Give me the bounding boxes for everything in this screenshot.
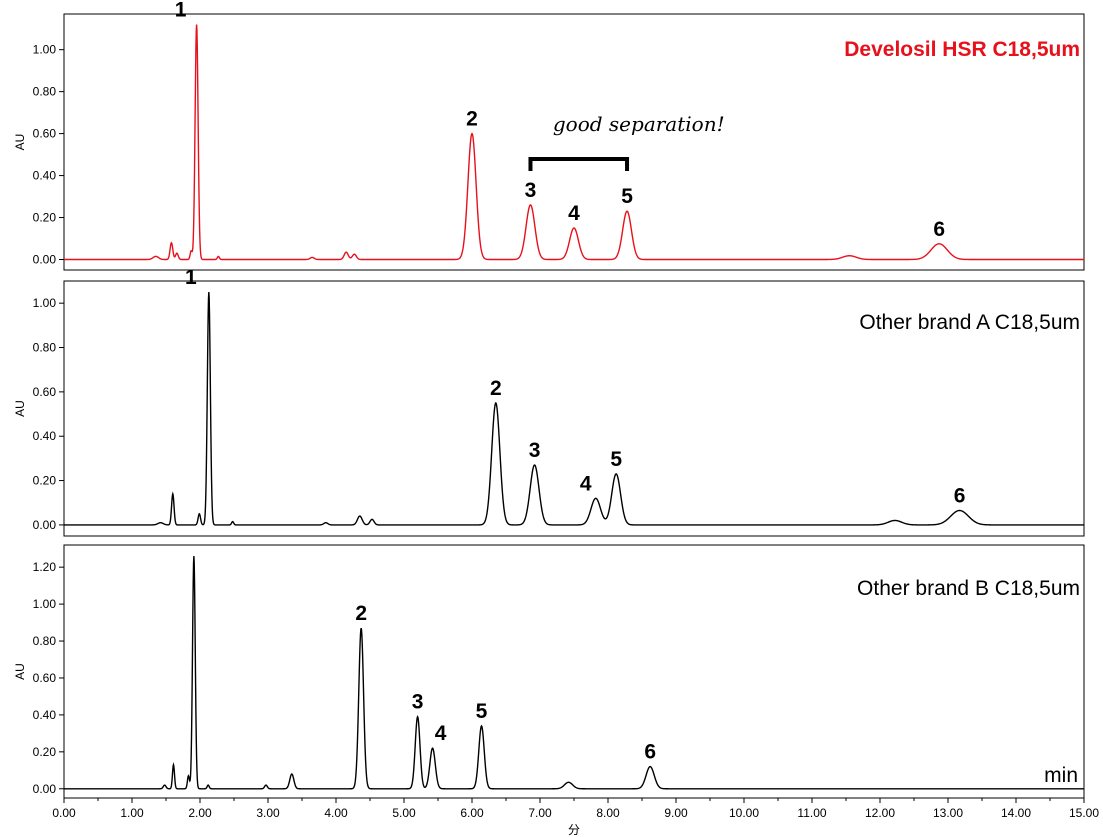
- y-tick-label: 0.80: [33, 85, 57, 99]
- x-tick-label: 2.00: [188, 806, 212, 820]
- y-tick-label: 1.20: [33, 560, 57, 574]
- x-tick-label: 8.00: [596, 806, 620, 820]
- peak-label: 6: [644, 741, 656, 764]
- y-tick-label: 0.60: [33, 127, 57, 141]
- peak-label: 2: [490, 377, 502, 400]
- chromatogram-trace: [64, 556, 1084, 790]
- peak-label: 3: [412, 691, 424, 714]
- chromatogram-trace: [64, 24, 1084, 261]
- x-unit-label: min: [1044, 764, 1078, 787]
- peak-label: 5: [476, 700, 488, 723]
- y-tick-label: 0.80: [33, 634, 57, 648]
- column-name-label: Other brand B C18,5um: [857, 577, 1080, 600]
- y-tick-label: 0.80: [33, 341, 57, 355]
- x-tick-label: 10.00: [729, 806, 759, 820]
- separation-annotation: good separation!: [553, 112, 725, 136]
- y-tick-label: 0.60: [33, 671, 57, 685]
- separation-bracket: [528, 157, 630, 171]
- x-tick-label: 15.00: [1069, 806, 1099, 820]
- x-tick-label: 5.00: [392, 806, 416, 820]
- peak-label: 1: [185, 266, 197, 289]
- y-tick-label: 1.00: [33, 296, 57, 310]
- y-tick-label: 1.00: [33, 43, 57, 57]
- y-tick-label: 0.40: [33, 429, 57, 443]
- x-tick-label: 9.00: [664, 806, 688, 820]
- y-tick-label: 0.20: [33, 211, 57, 225]
- peak-label: 6: [933, 218, 945, 241]
- peak-label: 6: [954, 485, 966, 508]
- peak-label: 3: [529, 439, 541, 462]
- y-axis-label: AU: [13, 663, 27, 680]
- y-tick-label: 0.20: [33, 745, 57, 759]
- peak-label: 2: [355, 602, 367, 625]
- x-tick-label: 12.00: [865, 806, 895, 820]
- y-tick-label: 0.60: [33, 385, 57, 399]
- panel-frame: [63, 280, 1085, 537]
- y-tick-label: 0.40: [33, 708, 57, 722]
- x-tick-label: 1.00: [120, 806, 144, 820]
- y-tick-label: 0.20: [33, 474, 57, 488]
- peak-label: 1: [175, 0, 187, 21]
- x-tick-label: 0.00: [52, 806, 76, 820]
- y-tick-label: 0.00: [33, 253, 57, 267]
- x-tick-label: 14.00: [1001, 806, 1031, 820]
- peak-label: 4: [568, 202, 580, 225]
- x-tick-label: 11.00: [797, 806, 826, 820]
- peak-label: 5: [621, 185, 633, 208]
- column-name-label: Other brand A C18,5um: [859, 311, 1080, 334]
- y-tick-label: 0.40: [33, 169, 57, 183]
- y-axis-label: AU: [13, 134, 27, 151]
- y-tick-label: 1.00: [33, 597, 57, 611]
- panel-frame: [63, 13, 1085, 271]
- column-name-label: Develosil HSR C18,5um: [844, 38, 1080, 61]
- peak-label: 3: [525, 179, 537, 202]
- y-axis-label: AU: [13, 400, 27, 417]
- peak-label: 2: [466, 108, 478, 131]
- x-axis-label: 分: [568, 823, 580, 837]
- x-tick-label: 13.00: [933, 806, 963, 820]
- peak-label: 5: [610, 448, 622, 471]
- peak-label: 4: [435, 722, 447, 745]
- x-tick-label: 6.00: [460, 806, 484, 820]
- y-tick-label: 0.00: [33, 782, 57, 796]
- chromatogram-trace: [64, 292, 1084, 526]
- y-tick-label: 0.00: [33, 518, 57, 532]
- peak-label: 4: [580, 472, 592, 495]
- x-tick-label: 4.00: [324, 806, 348, 820]
- x-tick-label: 3.00: [256, 806, 280, 820]
- x-tick-label: 7.00: [528, 806, 552, 820]
